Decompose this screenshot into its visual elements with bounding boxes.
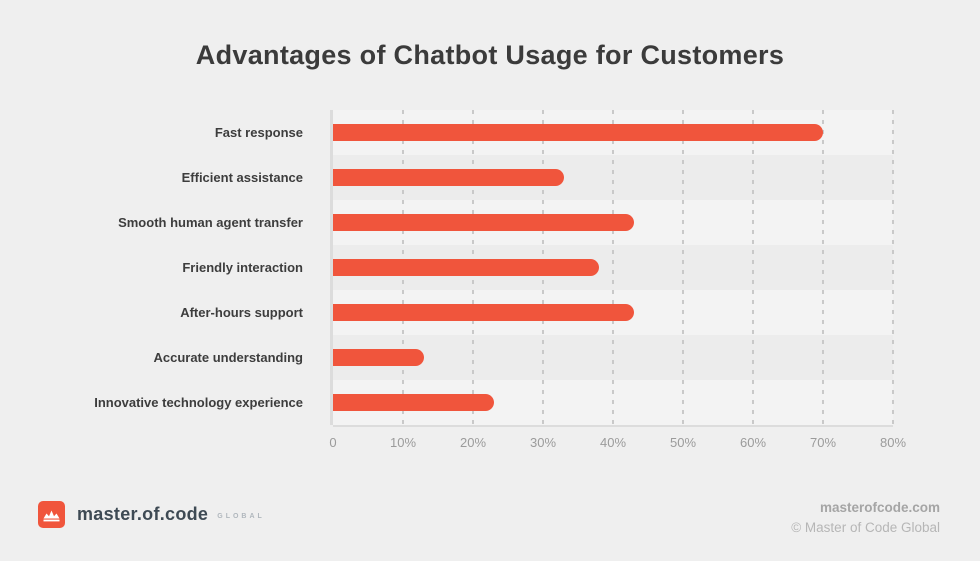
bar-track [333,110,893,155]
copyright-text: © Master of Code Global [791,520,940,535]
bar [333,394,494,411]
axis-tick-label: 60% [739,435,767,450]
footer-credits: masterofcode.com © Master of Code Global [791,499,940,536]
category-label: Efficient assistance [181,170,303,185]
x-axis-line [333,425,893,427]
axis-tick-label: 20% [459,435,487,450]
bar [333,304,634,321]
category-label: Innovative technology experience [94,395,303,410]
bar-track [333,200,893,245]
category-label: Friendly interaction [182,260,303,275]
chart-row: Accurate understanding [0,335,893,380]
category-label: Fast response [214,125,303,140]
axis-tick-label: 70% [809,435,837,450]
category-label: Accurate understanding [153,350,303,365]
chart-row: After-hours support [0,290,893,335]
axis-tick-label: 80% [879,435,907,450]
axis-tick-label: 30% [529,435,557,450]
bar [333,214,634,231]
chart-row: Innovative technology experience [0,380,893,425]
chart-row: Fast response [0,110,893,155]
axis-tick-label: 10% [389,435,417,450]
axis-tick-label: 0 [329,435,337,450]
bar-track [333,155,893,200]
axis-tick-label: 40% [599,435,627,450]
bar [333,169,564,186]
bar [333,349,424,366]
bar-track [333,335,893,380]
category-label: After-hours support [180,305,303,320]
page-title: Advantages of Chatbot Usage for Customer… [195,40,785,70]
crown-logo-icon [38,501,65,528]
bar [333,124,823,141]
logo-suffix: GLOBAL [217,513,265,520]
bar-track [333,290,893,335]
website-text: masterofcode.com [819,500,940,515]
category-label: Smooth human agent transfer [118,215,303,230]
logo: master.of.code GLOBAL [38,501,265,528]
bar [333,259,599,276]
y-axis-line [330,110,333,425]
axis-tick-label: 50% [669,435,697,450]
chart-rows: Fast response Efficient assistance Smooth … [0,110,893,425]
logo-text: master.of.code [77,504,209,524]
bar-chart: Fast response Efficient assistance Smooth … [0,110,980,450]
chart-row: Efficient assistance [0,155,893,200]
bar-track [333,245,893,290]
chart-row: Friendly interaction [0,245,893,290]
x-axis-ticks: 0 10% 20% 30% 40% 50% 60% 70% 80% [329,435,906,455]
bar-track [333,380,893,425]
chart-row: Smooth human agent transfer [0,200,893,245]
